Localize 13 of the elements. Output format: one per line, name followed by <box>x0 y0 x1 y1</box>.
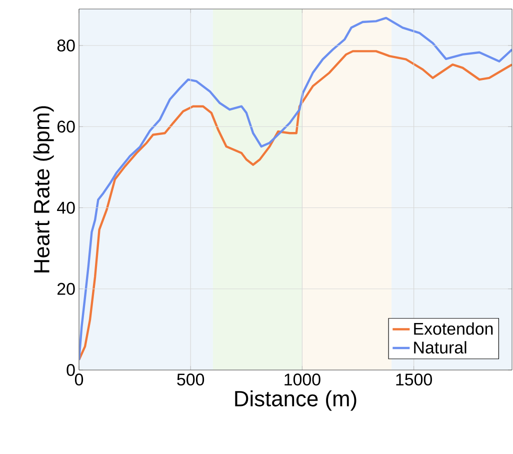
y-tick-label: 40 <box>57 202 75 214</box>
y-tick-label: 0 <box>66 364 75 376</box>
y-tick-label: 80 <box>57 40 75 52</box>
legend-label: Exotendon <box>414 322 493 335</box>
x-tick-label: 500 <box>177 374 204 386</box>
x-tick-label: 1000 <box>284 374 320 386</box>
x-axis-title: Distance (m) <box>235 390 356 411</box>
y-tick-label: 20 <box>58 282 75 295</box>
legend-label: Natural <box>414 341 466 354</box>
x-tick-label: 1500 <box>396 374 432 386</box>
y-axis-title: Heart Rate (bpm) <box>33 106 54 272</box>
x-tick-label: 0 <box>74 374 84 386</box>
y-tick-label: 60 <box>58 120 75 133</box>
